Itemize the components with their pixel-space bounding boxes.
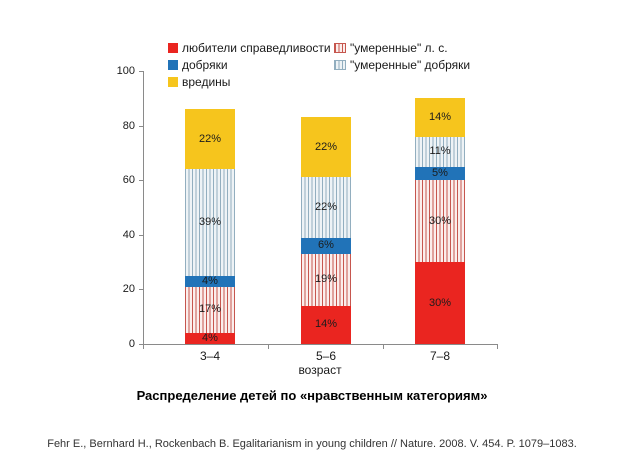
x-axis bbox=[143, 344, 498, 345]
legend-label: "умеренные" л. с. bbox=[350, 41, 448, 55]
y-axis bbox=[143, 71, 144, 344]
segment-label: 22% bbox=[198, 132, 222, 145]
segment-label: 17% bbox=[198, 303, 222, 316]
bar-segment-solid: 6% bbox=[301, 237, 351, 254]
segment-label: 19% bbox=[314, 273, 338, 286]
y-tick bbox=[139, 125, 143, 127]
x-category-label: 3–4 bbox=[199, 349, 221, 363]
bar-segment-solid: 22% bbox=[301, 117, 351, 178]
segment-label: 22% bbox=[314, 200, 338, 213]
legend-swatch-solid-icon bbox=[168, 60, 178, 70]
segment-label: 14% bbox=[314, 318, 338, 331]
bar-segment-solid: 5% bbox=[415, 166, 465, 181]
segment-label: 6% bbox=[318, 239, 334, 252]
x-axis-title: возраст bbox=[298, 363, 342, 377]
bar-segment-striped: 19% bbox=[301, 253, 351, 306]
y-tick-label: 100 bbox=[116, 65, 135, 77]
chart-title: Распределение детей по «нравственным кат… bbox=[136, 388, 488, 403]
x-category-label: 5–6 bbox=[315, 349, 337, 363]
bar-segment-solid: 4% bbox=[185, 274, 235, 287]
segment-label: 11% bbox=[429, 145, 451, 158]
legend-label: любители справедливости bbox=[182, 41, 331, 55]
legend-label: добряки bbox=[182, 58, 228, 72]
segment-label: 14% bbox=[428, 110, 452, 123]
segment-label: 39% bbox=[198, 216, 222, 228]
legend-label: вредины bbox=[182, 75, 231, 89]
bar-segment-solid: 22% bbox=[185, 109, 235, 170]
x-tick bbox=[383, 345, 384, 349]
citation: Fehr E., Bernhard H., Rockenbach B. Egal… bbox=[47, 438, 577, 450]
y-tick bbox=[139, 180, 143, 182]
y-tick-label: 60 bbox=[122, 174, 135, 187]
x-tick bbox=[497, 345, 498, 349]
bar-segment-striped: 39% bbox=[185, 169, 235, 276]
y-tick bbox=[139, 344, 143, 345]
x-tick bbox=[268, 345, 269, 349]
segment-label: 4% bbox=[202, 274, 218, 287]
y-tick-label: 0 bbox=[128, 338, 135, 350]
legend-swatch-solid-icon bbox=[168, 43, 178, 53]
legend-swatch-striped-icon bbox=[334, 60, 346, 70]
segment-label: 4% bbox=[202, 332, 218, 345]
legend-item: "умеренные" л. с. bbox=[334, 40, 470, 56]
legend-swatch-solid-icon bbox=[168, 77, 178, 87]
y-tick bbox=[139, 234, 143, 236]
legend-swatch-striped-icon bbox=[334, 43, 346, 53]
y-tick bbox=[139, 289, 143, 291]
x-tick bbox=[143, 345, 144, 349]
bar-segment-striped: 17% bbox=[185, 286, 235, 334]
x-category-label: 7–8 bbox=[429, 349, 451, 363]
chart-legend: любители справедливости "умеренные" л. с.… bbox=[168, 40, 470, 90]
legend-label: "умеренные" добряки bbox=[350, 58, 471, 72]
segment-label: 30% bbox=[428, 296, 452, 309]
segment-label: 5% bbox=[432, 166, 448, 179]
y-tick-label: 20 bbox=[122, 283, 135, 296]
legend-item: добряки bbox=[168, 57, 334, 73]
bar-segment-solid: 14% bbox=[415, 98, 465, 137]
bar-segment-solid: 4% bbox=[185, 333, 235, 344]
legend-item: "умеренные" добряки bbox=[334, 57, 470, 73]
bar-segment-striped: 11% bbox=[415, 136, 465, 167]
y-tick bbox=[139, 71, 143, 72]
y-tick-label: 40 bbox=[122, 228, 135, 241]
bar-segment-solid: 14% bbox=[301, 305, 351, 344]
legend-item: любители справедливости bbox=[168, 40, 334, 56]
y-tick-label: 80 bbox=[122, 119, 135, 132]
segment-label: 22% bbox=[314, 140, 338, 153]
bar-segment-striped: 30% bbox=[415, 180, 465, 263]
bar-segment-striped: 22% bbox=[301, 177, 351, 238]
segment-label: 30% bbox=[428, 214, 452, 227]
bar-segment-solid: 30% bbox=[415, 262, 465, 344]
legend-item: вредины bbox=[168, 74, 334, 90]
